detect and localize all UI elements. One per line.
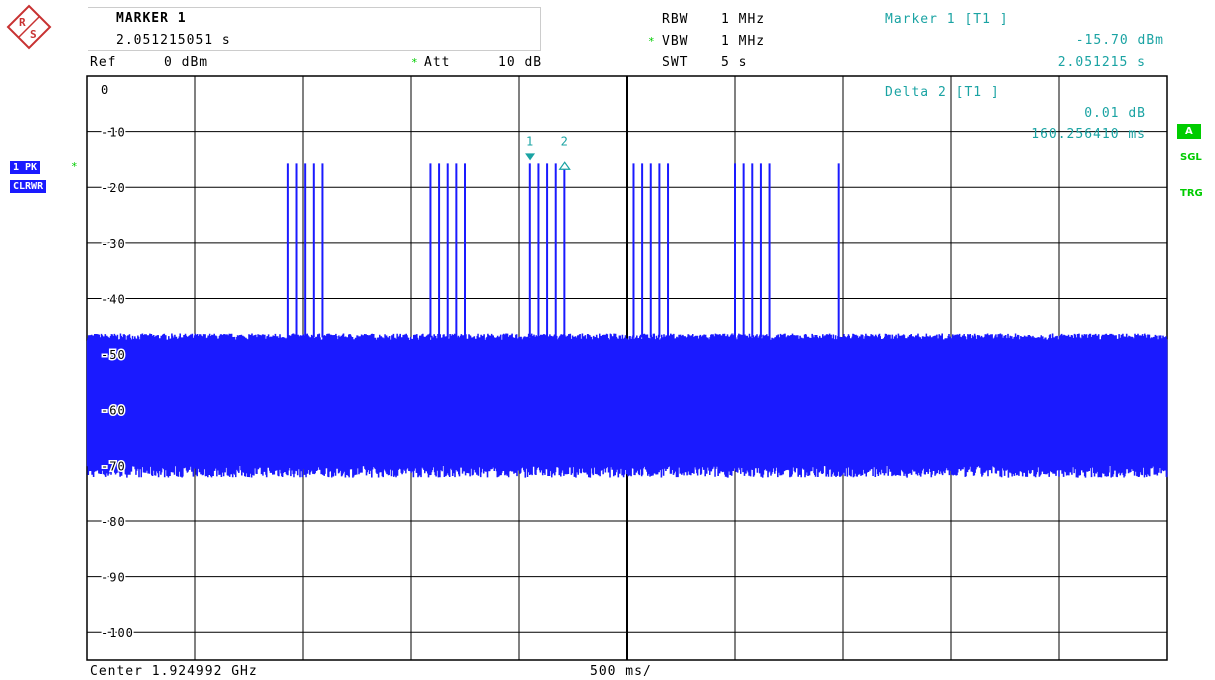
- delta-level: 0.01 dB: [1084, 106, 1146, 121]
- rbw-value: 1 MHz: [721, 12, 766, 27]
- rs-logo-icon: R S: [6, 4, 52, 50]
- rs-logo: R S: [6, 4, 52, 50]
- status-a-tag: A: [1177, 124, 1201, 139]
- trace-star: *: [71, 160, 78, 173]
- y-tick-label: -40: [101, 292, 126, 306]
- logo-r-text: R: [19, 16, 26, 29]
- trace-tag: 1 PK: [10, 161, 41, 174]
- swt-label: SWT: [662, 55, 689, 70]
- vbw-value: 1 MHz: [721, 34, 766, 49]
- logo-s-text: S: [30, 28, 37, 41]
- y-tick-label: -100: [101, 626, 134, 640]
- vbw-label: VBW: [662, 34, 689, 49]
- vbw-star: *: [648, 35, 655, 48]
- att-value: 10 dB: [498, 55, 543, 70]
- y-tick-label: -50: [101, 348, 126, 362]
- y-tick-label: 0: [101, 83, 109, 97]
- rbw-label: RBW: [662, 12, 689, 27]
- y-tick-label: -80: [101, 515, 126, 529]
- marker-1-label: 1: [526, 134, 533, 148]
- marker-box: [88, 7, 541, 51]
- att-label: Att: [424, 55, 451, 70]
- trace-noise: [86, 333, 1168, 478]
- marker-2-symbol: [558, 161, 571, 170]
- marker-1-symbol: [525, 153, 536, 161]
- trace: [86, 163, 1168, 478]
- att-star: *: [411, 56, 418, 69]
- marker-2-label: 2: [561, 134, 568, 148]
- delta-title: Delta 2 [T1 ]: [885, 85, 1000, 100]
- marker-title: MARKER 1: [116, 11, 187, 26]
- center-frequency: Center 1.924992 GHz: [90, 664, 258, 679]
- y-tick-label: -70: [101, 459, 126, 473]
- y-tick-label: -30: [101, 237, 126, 251]
- marker1-level: -15.70 dBm: [1075, 33, 1164, 48]
- swt-value: 5 s: [721, 55, 748, 70]
- ref-value: 0 dBm: [164, 55, 209, 70]
- grid: [86, 75, 1168, 661]
- time-per-division: 500 ms/: [590, 664, 652, 679]
- y-tick-label: -90: [101, 571, 126, 585]
- y-tick-labels: 0 -10 -20 -30 -40 -50 -60 -70 -80 -90 -100: [100, 82, 135, 642]
- status-trg: TRG: [1180, 188, 1203, 199]
- y-tick-label: -60: [101, 404, 126, 418]
- plot-frame: [86, 75, 1168, 661]
- marker1-time: 2.051215 s: [1057, 55, 1146, 70]
- y-tick-label: -10: [101, 126, 126, 140]
- y-tick-label: -20: [101, 181, 126, 195]
- delta-time: 160.256410 ms: [1031, 127, 1146, 142]
- trace-mode-tag: CLRWR: [10, 180, 47, 193]
- marker-value: 2.051215051 s: [116, 33, 231, 48]
- status-sgl: SGL: [1180, 152, 1202, 163]
- marker1-title: Marker 1 [T1 ]: [885, 12, 1009, 27]
- ref-label: Ref: [90, 55, 117, 70]
